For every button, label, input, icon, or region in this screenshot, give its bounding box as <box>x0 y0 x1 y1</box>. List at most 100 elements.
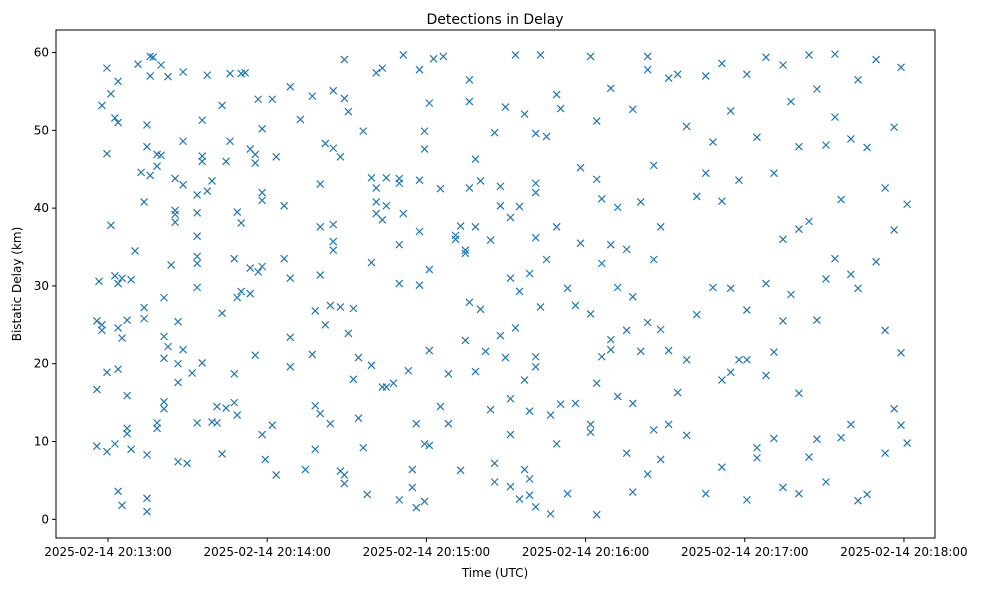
data-point <box>198 116 207 125</box>
data-point <box>237 287 246 296</box>
data-point <box>461 336 470 345</box>
data-point <box>822 141 830 150</box>
data-point <box>726 368 735 377</box>
data-point <box>586 420 595 429</box>
data-point <box>525 474 534 483</box>
data-point <box>831 50 839 59</box>
data-point <box>198 359 207 367</box>
data-point <box>656 222 665 231</box>
data-point <box>137 168 146 177</box>
data-point <box>673 70 682 79</box>
data-point <box>286 274 295 283</box>
data-point <box>787 97 795 106</box>
data-point <box>226 69 234 78</box>
data-point <box>127 445 136 454</box>
data-point <box>272 152 281 161</box>
data-point <box>254 95 263 104</box>
data-point <box>425 346 434 355</box>
data-point <box>326 301 335 310</box>
data-point <box>367 361 376 370</box>
data-point <box>354 353 363 362</box>
data-point <box>718 59 726 68</box>
data-point <box>794 389 803 398</box>
data-point <box>465 97 474 106</box>
data-point <box>171 218 180 227</box>
data-point <box>344 107 353 116</box>
data-point <box>171 174 180 183</box>
data-point <box>425 441 434 450</box>
data-point <box>179 137 188 146</box>
data-point <box>531 502 540 511</box>
data-point <box>726 284 735 293</box>
data-point <box>471 155 480 164</box>
data-point <box>597 259 606 268</box>
data-point <box>511 50 520 59</box>
data-point <box>213 418 221 427</box>
data-point <box>496 331 505 340</box>
data-points <box>92 50 912 519</box>
data-point <box>490 128 499 137</box>
data-point <box>563 284 572 293</box>
data-point <box>461 246 470 255</box>
data-point <box>349 304 358 313</box>
data-point <box>110 113 119 122</box>
data-point <box>501 353 510 362</box>
data-point <box>193 252 202 261</box>
plot-frame <box>55 29 936 539</box>
data-point <box>881 449 890 458</box>
data-point <box>415 281 424 290</box>
data-point <box>280 201 289 210</box>
data-point <box>131 247 139 255</box>
data-point <box>881 183 890 192</box>
data-point <box>613 392 622 401</box>
data-point <box>233 208 242 216</box>
data-point <box>198 157 207 166</box>
data-point <box>149 53 158 62</box>
data-point <box>425 265 434 274</box>
data-point <box>188 369 197 377</box>
y-tick-label: 0 <box>41 512 49 526</box>
data-point <box>506 430 515 439</box>
data-point <box>382 173 391 182</box>
data-point <box>628 399 637 408</box>
data-point <box>515 202 524 211</box>
data-point <box>552 439 561 448</box>
data-point <box>542 255 551 264</box>
data-point <box>762 279 770 288</box>
data-point <box>143 142 151 151</box>
data-point <box>822 478 830 486</box>
data-point <box>415 65 424 74</box>
data-point <box>174 378 182 387</box>
data-point <box>171 210 180 219</box>
data-point <box>114 324 123 332</box>
data-point <box>174 457 182 466</box>
data-point <box>520 376 529 385</box>
data-point <box>114 77 123 86</box>
data-point <box>831 113 839 122</box>
data-point <box>268 421 277 430</box>
data-point <box>395 279 404 288</box>
data-point <box>329 237 338 246</box>
data-point <box>140 314 149 323</box>
data-point <box>254 268 263 276</box>
data-point <box>592 117 601 125</box>
data-point <box>336 303 345 311</box>
data-point <box>174 317 182 326</box>
data-point <box>701 489 710 498</box>
data-point <box>563 489 572 498</box>
data-point <box>378 215 387 224</box>
data-point <box>193 418 202 427</box>
data-point <box>95 277 103 286</box>
data-point <box>436 184 445 193</box>
data-point <box>496 201 505 210</box>
data-point <box>531 352 540 361</box>
data-point <box>718 463 726 472</box>
data-point <box>465 183 474 192</box>
data-point <box>153 162 162 171</box>
data-point <box>805 453 813 462</box>
data-point <box>286 362 295 371</box>
data-point <box>222 404 230 413</box>
data-point <box>520 110 529 118</box>
data-point <box>520 465 529 474</box>
